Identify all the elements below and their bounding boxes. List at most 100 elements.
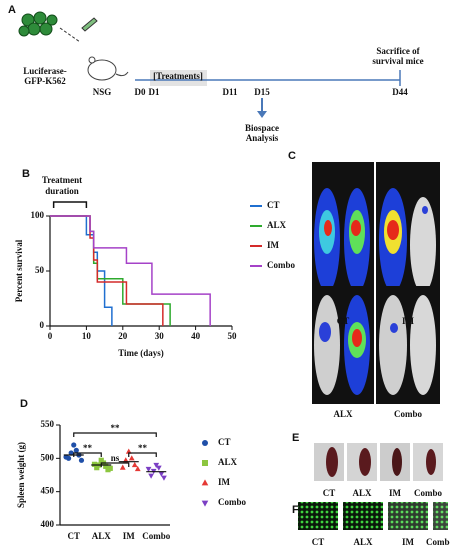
point xyxy=(131,461,138,468)
point xyxy=(161,475,167,481)
point xyxy=(71,442,77,448)
image-label: Combo xyxy=(414,488,443,498)
spleen-images xyxy=(314,443,443,481)
mouse-icon xyxy=(87,59,117,81)
significance-label: ns xyxy=(111,453,120,463)
analysis: Biospace xyxy=(245,123,279,133)
y-tick-label: 400 xyxy=(41,519,55,529)
day: D11 xyxy=(222,87,238,97)
significance-label: ** xyxy=(111,423,121,433)
annotation-bracket xyxy=(52,201,88,208)
significance-label: ** xyxy=(83,443,93,453)
x-tick-label: ALX xyxy=(92,531,112,541)
panel-label: B xyxy=(22,168,30,180)
y-tick-label: 500 xyxy=(41,452,55,462)
point xyxy=(145,466,152,473)
treatments: [Treatments] xyxy=(153,71,203,81)
panel-label: E xyxy=(292,432,299,444)
sacrifice: Sacrifice of xyxy=(376,46,420,56)
mouse-tail xyxy=(115,71,129,77)
point xyxy=(155,465,162,471)
point xyxy=(94,465,100,471)
image-label: ALX xyxy=(333,409,353,419)
point xyxy=(134,465,141,472)
point xyxy=(98,457,104,463)
x-tick-label: Combo xyxy=(142,531,171,541)
point xyxy=(73,447,79,453)
bioluminescence-images xyxy=(312,162,440,404)
legend-label: CT xyxy=(267,200,280,210)
point xyxy=(103,463,109,469)
image-label: IM xyxy=(402,537,415,547)
survival-curve xyxy=(50,215,211,326)
injection-line xyxy=(59,27,81,43)
x-axis-label: Time (days) xyxy=(118,348,164,358)
legend-label: CT xyxy=(218,437,231,447)
annotation: Treatment xyxy=(42,175,82,185)
survival-curve xyxy=(50,215,164,326)
legend-marker xyxy=(201,479,209,486)
point xyxy=(107,465,113,471)
point xyxy=(148,473,154,479)
analysis: Analysis xyxy=(246,133,279,143)
x-tick-label: IM xyxy=(123,531,136,541)
day: D0 xyxy=(135,87,146,97)
panel-label: F xyxy=(292,504,299,516)
cells-icon xyxy=(18,11,58,37)
point xyxy=(91,461,98,467)
day: D44 xyxy=(392,87,408,97)
point xyxy=(153,462,160,469)
cell-line: GFP-K562 xyxy=(24,76,66,86)
legend-label: Combo xyxy=(218,497,247,507)
treatment-box xyxy=(150,70,207,86)
mouse-ear xyxy=(88,56,96,64)
panel-label: D xyxy=(20,398,28,410)
legend-label: IM xyxy=(218,477,231,487)
panel-label: C xyxy=(288,150,296,162)
x-tick-label: 40 xyxy=(191,331,201,341)
syringe-icon xyxy=(81,17,98,32)
image-label: CT xyxy=(323,488,336,498)
y-tick-label: 100 xyxy=(31,210,45,220)
y-tick-label: 50 xyxy=(35,265,45,275)
cell-line: Luciferase- xyxy=(23,66,66,76)
legend-label: ALX xyxy=(218,457,238,467)
significance-bracket xyxy=(73,432,157,437)
y-tick-label: 0 xyxy=(40,320,45,330)
x-tick-label: 30 xyxy=(155,331,165,341)
arrow-head xyxy=(257,111,267,118)
annotation: duration xyxy=(45,186,79,196)
image-label: IM xyxy=(402,316,415,326)
legend-marker xyxy=(202,440,208,446)
significance-bracket xyxy=(100,462,130,467)
y-tick-label: 450 xyxy=(41,486,55,496)
point xyxy=(63,454,69,460)
image-label: IM xyxy=(389,488,402,498)
legend-marker xyxy=(201,500,209,507)
significance-label: ** xyxy=(138,443,148,453)
image-label: Combo xyxy=(394,409,423,419)
point xyxy=(68,450,74,456)
day: D15 xyxy=(254,87,270,97)
x-tick-label: 10 xyxy=(82,331,92,341)
image-label: ALX xyxy=(353,537,373,547)
panel-label: A xyxy=(8,4,16,16)
point xyxy=(158,471,165,477)
x-tick-label: CT xyxy=(67,531,80,541)
x-tick-label: 0 xyxy=(48,331,53,341)
image-label: CT xyxy=(312,537,325,547)
significance-bracket xyxy=(128,452,157,457)
staining-images xyxy=(298,502,448,530)
point xyxy=(78,457,85,463)
image-label: Combo xyxy=(426,537,450,547)
point xyxy=(119,464,126,470)
day: D1 xyxy=(149,87,160,97)
x-tick-label: 20 xyxy=(118,331,128,341)
legend-label: IM xyxy=(267,240,280,250)
legend-label: ALX xyxy=(267,220,287,230)
x-tick-label: 50 xyxy=(228,331,238,341)
sacrifice: survival mice xyxy=(372,56,423,66)
mouse-label: NSG xyxy=(93,87,112,97)
y-tick-label: 550 xyxy=(41,419,55,429)
